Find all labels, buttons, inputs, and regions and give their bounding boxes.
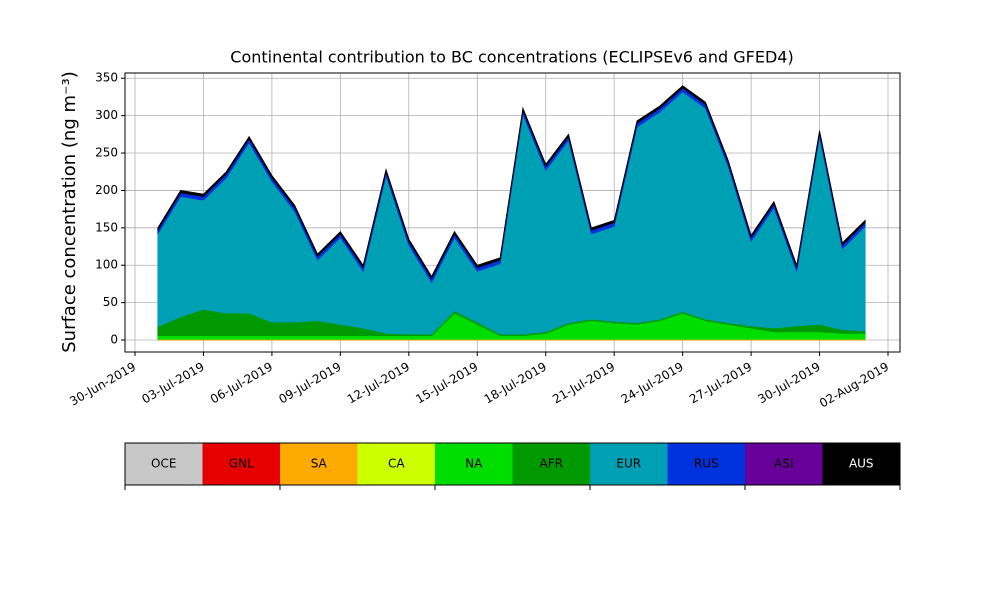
area bbox=[157, 85, 866, 280]
legend-label: OCE bbox=[151, 457, 176, 471]
y-tick-label: 0 bbox=[110, 333, 118, 347]
area bbox=[157, 91, 866, 335]
legend-swatch bbox=[822, 443, 900, 485]
legend-label: SA bbox=[311, 457, 328, 471]
y-axis-label: Surface concentration (ng m⁻³) bbox=[59, 71, 80, 353]
x-tick-label: 06-Jul-2019 bbox=[208, 360, 275, 407]
y-tick-label: 350 bbox=[95, 71, 118, 85]
x-tick-label: 30-Jul-2019 bbox=[755, 360, 822, 407]
legend-swatch bbox=[125, 443, 203, 485]
x-tick-label: 12-Jul-2019 bbox=[345, 360, 412, 407]
x-tick-label: 21-Jul-2019 bbox=[550, 360, 617, 407]
plot-area bbox=[125, 73, 900, 352]
legend-swatch bbox=[667, 443, 745, 485]
legend-label: CA bbox=[388, 457, 405, 471]
y-tick-label: 100 bbox=[95, 258, 118, 272]
x-tick-label: 09-Jul-2019 bbox=[276, 360, 343, 407]
legend-label: ASI bbox=[774, 457, 793, 471]
legend-label: NA bbox=[465, 457, 483, 471]
legend-swatch bbox=[202, 443, 280, 485]
chart-title: Continental contribution to BC concentra… bbox=[230, 48, 793, 67]
x-tick-label: 02-Aug-2019 bbox=[817, 360, 891, 411]
legend-label: EUR bbox=[616, 457, 641, 471]
plot-frame bbox=[124, 72, 901, 353]
legend-swatch bbox=[512, 443, 590, 485]
y-tick-label: 200 bbox=[95, 183, 118, 197]
legend-swatch bbox=[590, 443, 668, 485]
y-tick-label: 150 bbox=[95, 220, 118, 234]
y-tick-label: 250 bbox=[95, 146, 118, 160]
legend-label: AFR bbox=[540, 457, 563, 471]
legend-swatch bbox=[745, 443, 823, 485]
legend-swatch bbox=[357, 443, 435, 485]
legend-label: RUS bbox=[694, 457, 719, 471]
legend-swatch bbox=[435, 443, 513, 485]
legend: OCE GNL SA CA NA AFR EUR RUS ASI AUS bbox=[124, 442, 901, 490]
legend-label: AUS bbox=[849, 457, 874, 471]
legend-label: GNL bbox=[229, 457, 254, 471]
legend-swatch bbox=[280, 443, 358, 485]
x-tick-label: 27-Jul-2019 bbox=[687, 360, 754, 407]
x-tick-label: 30-Jun-2019 bbox=[67, 360, 138, 409]
x-tick-label: 24-Jul-2019 bbox=[619, 360, 686, 407]
legend-frame bbox=[124, 442, 901, 486]
y-tick-label: 300 bbox=[95, 108, 118, 122]
x-tick-label: 18-Jul-2019 bbox=[482, 360, 549, 407]
y-tick-label: 50 bbox=[103, 295, 118, 309]
x-tick-label: 15-Jul-2019 bbox=[413, 360, 480, 407]
x-tick-label: 03-Jul-2019 bbox=[139, 360, 206, 407]
